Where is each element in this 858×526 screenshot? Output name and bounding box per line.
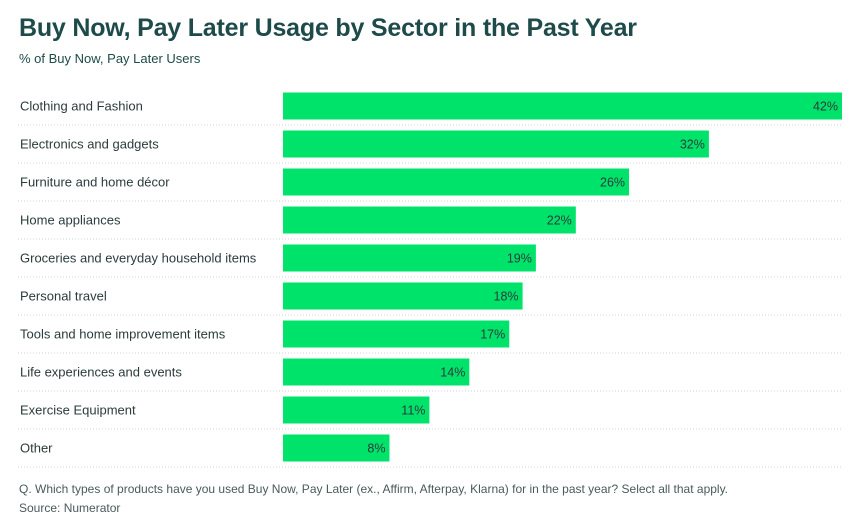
survey-question-note: Q. Which types of products have you used… — [19, 482, 729, 496]
bar — [283, 244, 536, 272]
source-note: Source: Numerator — [19, 501, 121, 515]
data-label: 17% — [480, 328, 505, 342]
data-label: 8% — [367, 442, 385, 456]
data-label: 14% — [440, 366, 465, 380]
category-label: Life experiences and events — [20, 365, 182, 380]
bar — [283, 92, 842, 120]
category-label: Home appliances — [20, 213, 121, 228]
bar — [283, 358, 470, 386]
category-label: Clothing and Fashion — [20, 99, 143, 114]
bar — [283, 168, 630, 196]
chart-subtitle: % of Buy Now, Pay Later Users — [19, 51, 201, 66]
category-label: Exercise Equipment — [20, 403, 136, 418]
bar-chart: Clothing and Fashion 42% Electronics and g… — [18, 92, 842, 468]
bar — [283, 282, 523, 310]
bar — [283, 206, 576, 234]
category-label: Tools and home improvement items — [20, 327, 226, 342]
category-label: Furniture and home décor — [20, 175, 170, 190]
category-label: Electronics and gadgets — [20, 137, 159, 152]
bar — [283, 434, 390, 462]
data-label: 18% — [494, 290, 519, 304]
bar — [283, 320, 510, 348]
category-label: Other — [20, 441, 53, 456]
data-label: 42% — [813, 100, 838, 114]
bar — [283, 396, 430, 424]
data-label: 11% — [401, 404, 425, 418]
data-label: 19% — [507, 252, 532, 266]
data-label: 22% — [547, 214, 572, 228]
category-label: Personal travel — [20, 289, 107, 304]
data-label: 32% — [680, 138, 705, 152]
data-label: 26% — [600, 176, 625, 190]
category-label: Groceries and everyday household items — [20, 251, 257, 266]
chart-title: Buy Now, Pay Later Usage by Sector in th… — [19, 14, 637, 42]
bar — [283, 130, 709, 158]
